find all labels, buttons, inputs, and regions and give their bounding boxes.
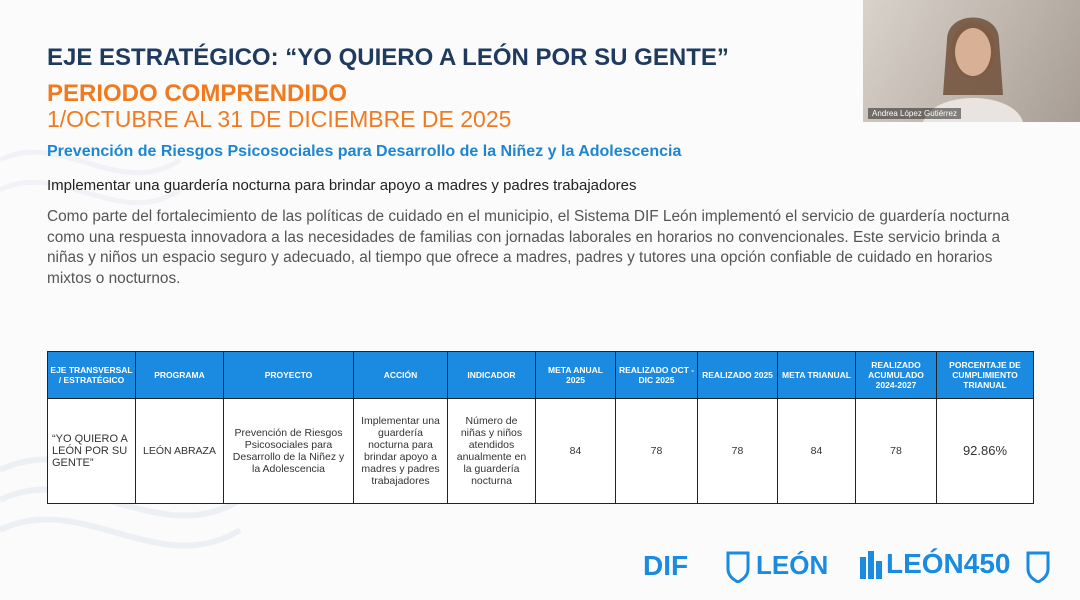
- table-cell: 92.86%: [936, 398, 1034, 504]
- period: 1/OCTUBRE AL 31 DE DICIEMBRE DE 2025: [47, 106, 512, 132]
- table-cell: Número de niñas y niños atendidos anualm…: [447, 398, 536, 504]
- table-cell: LEÓN ABRAZA: [135, 398, 224, 504]
- participant-name: Andrea López Gutiérrez: [868, 108, 961, 119]
- table-cell: 78: [615, 398, 698, 504]
- table-row: “YO QUIERO A LEÓN POR SU GENTE” LEÓN ABRA…: [47, 398, 1034, 504]
- table-cell: “YO QUIERO A LEÓN POR SU GENTE”: [47, 398, 136, 504]
- header-cell: REALIZADO OCT - DIC 2025: [615, 351, 698, 399]
- table-cell: 84: [777, 398, 856, 504]
- subtitle: Prevención de Riesgos Psicosociales para…: [47, 143, 682, 160]
- header-cell: INDICADOR: [447, 351, 536, 399]
- leon-logo: LEÓN: [756, 550, 828, 581]
- table-cell: Prevención de Riesgos Psicosociales para…: [223, 398, 354, 504]
- leon450-logo: LEÓN450: [886, 548, 1011, 580]
- heading: Implementar una guardería nocturna para …: [47, 177, 637, 194]
- video-tile[interactable]: [863, 0, 1080, 122]
- header-cell: PROGRAMA: [135, 351, 224, 399]
- header-cell: PORCENTAJE DE CUMPLIMIENTO TRIANUAL: [936, 351, 1034, 399]
- dif-logo-text: DIF: [643, 550, 689, 581]
- table-cell: 78: [855, 398, 937, 504]
- table-cell: Implementar una guardería nocturna para …: [353, 398, 448, 504]
- results-table: EJE TRANSVERSAL / ESTRATÉGICO PROGRAMA PRO…: [47, 351, 1034, 504]
- header-row: EJE TRANSVERSAL / ESTRATÉGICO PROGRAMA PRO…: [47, 351, 1034, 399]
- paragraph: Como parte del fortalecimiento de las po…: [47, 208, 1010, 287]
- leon-shield: [726, 551, 750, 583]
- table-body: “YO QUIERO A LEÓN POR SU GENTE” LEÓN ABRA…: [47, 398, 1034, 504]
- header-cell: EJE TRANSVERSAL / ESTRATÉGICO: [47, 351, 136, 399]
- leon450-shield: [1026, 551, 1050, 583]
- header-cell: META TRIANUAL: [777, 351, 856, 399]
- header-cell: META ANUAL 2025: [535, 351, 616, 399]
- leon-logo-text: LEÓN: [756, 550, 829, 580]
- header-cell: REALIZADO 2025: [697, 351, 778, 399]
- slide-title: EJE ESTRATÉGICO: “YO QUIERO A LEÓN POR S…: [47, 44, 729, 71]
- header-cell: PROYECTO: [223, 351, 354, 399]
- header-cell: REALIZADO ACUMULADO 2024-2027: [855, 351, 937, 399]
- leon450-icon: [860, 551, 882, 579]
- leon450-logo-text: LEÓN450: [886, 548, 1011, 579]
- table-cell: 78: [697, 398, 778, 504]
- period-label: PERIODO COMPRENDIDO: [47, 80, 348, 107]
- table-cell: 84: [535, 398, 616, 504]
- header-cell: ACCIÓN: [353, 351, 448, 399]
- participant-silhouette: [923, 17, 1023, 122]
- dif-logo: DIF: [643, 550, 688, 582]
